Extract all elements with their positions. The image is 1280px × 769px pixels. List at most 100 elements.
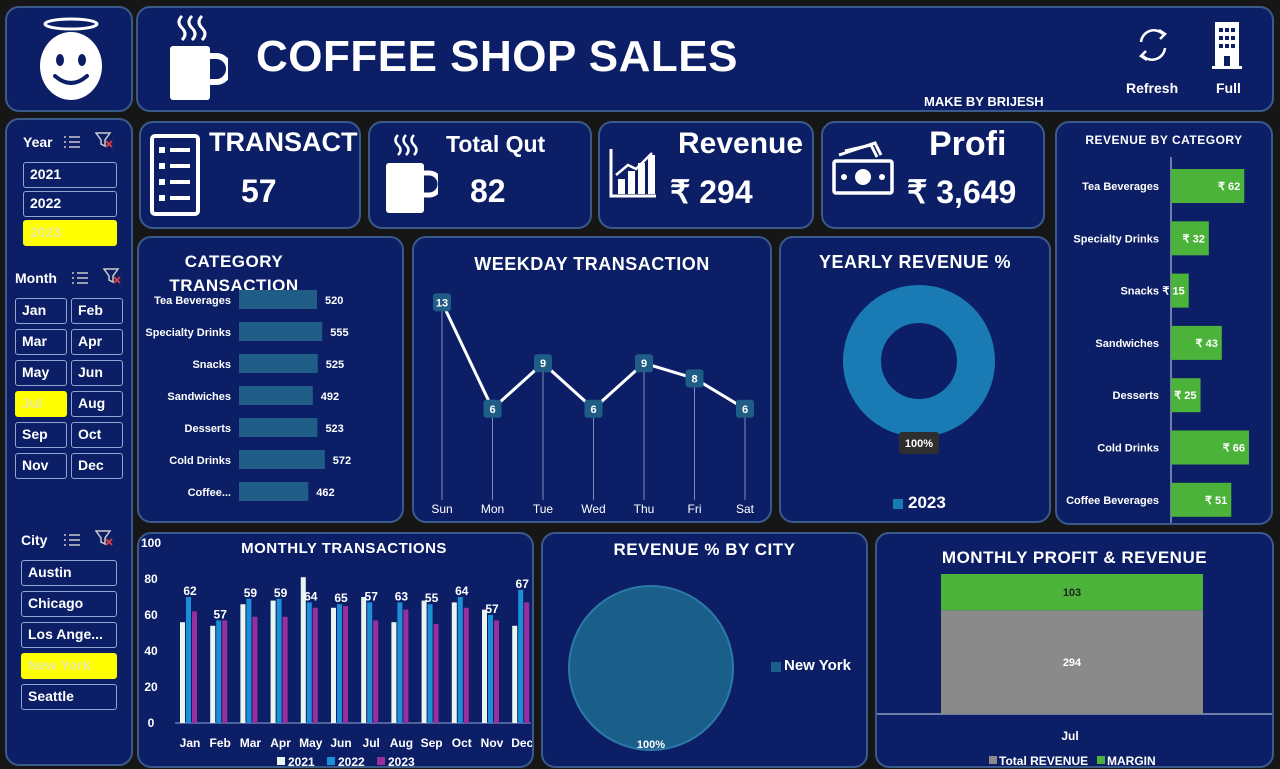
- full-button[interactable]: Full: [1198, 18, 1258, 104]
- month-bar-2023: [494, 620, 499, 723]
- month-option-sep[interactable]: Sep: [15, 422, 67, 448]
- money-icon: [832, 141, 894, 195]
- category-value-label: 572: [333, 455, 351, 467]
- x-axis-label: Oct: [452, 736, 472, 750]
- year-option-2023[interactable]: 2023: [23, 220, 117, 246]
- x-axis-label: Tue: [533, 502, 554, 516]
- yearly-revenue-title: YEARLY REVENUE %: [818, 252, 1012, 272]
- data-point-label: 9: [540, 358, 546, 370]
- month-option-oct[interactable]: Oct: [71, 422, 123, 448]
- y-axis-tick: 100: [141, 536, 161, 550]
- coffee-cup-icon: [386, 134, 438, 213]
- month-bar-2022: [216, 620, 222, 723]
- weekday-series-line: [440, 301, 746, 412]
- city-option-new-york[interactable]: New York: [21, 653, 117, 679]
- month-bar-2023: [524, 602, 530, 723]
- month-bar-2022: [457, 597, 463, 723]
- y-axis-tick: 60: [144, 608, 158, 622]
- filter-panel: Year 2021 2022 2023 Month Jan Feb Mar Ap…: [5, 118, 133, 766]
- month-value-label: 57: [214, 607, 228, 621]
- revenue-by-category-chart: Tea Beverages ₹ 62 Specialty Drinks ₹ 32 Sna…: [1066, 157, 1249, 523]
- weekday-transaction-title: WEEKDAY TRANSACTION: [474, 254, 710, 274]
- month-option-aug[interactable]: Aug: [71, 391, 123, 417]
- data-point: [736, 399, 754, 418]
- month-option-jun[interactable]: Jun: [71, 360, 123, 386]
- month-filter-title: Month: [15, 270, 57, 286]
- revenue-bar: [1171, 430, 1249, 465]
- margin-value-label: 103: [1063, 587, 1081, 599]
- category-bar: [239, 354, 318, 373]
- revenue-bar: [1171, 325, 1222, 360]
- kpi-quantity-value: 82: [470, 173, 506, 209]
- month-bar-2023: [252, 616, 258, 723]
- month-bar-2022: [488, 615, 493, 723]
- page-title: COFFEE SHOP SALES: [256, 32, 738, 81]
- data-point: [685, 369, 704, 388]
- pie-value-label: 100%: [637, 739, 665, 751]
- multi-select-icon[interactable]: [71, 270, 89, 286]
- legend-label: 2022: [338, 755, 365, 766]
- revenue-bar: [1171, 378, 1201, 413]
- month-option-jul[interactable]: Jul: [15, 391, 67, 417]
- year-filter-title: Year: [23, 134, 53, 150]
- city-filter-title: City: [21, 532, 48, 548]
- data-point-label: 6: [742, 404, 748, 416]
- receipt-icon: [150, 134, 200, 216]
- city-option-los-angeles[interactable]: Los Ange...: [21, 622, 117, 648]
- month-bar-2022: [397, 602, 403, 723]
- month-option-nov[interactable]: Nov: [15, 453, 67, 479]
- category-value-label: 525: [326, 359, 344, 371]
- kpi-quantity-label: Total Qut: [446, 131, 546, 157]
- revenue-by-category-panel: REVENUE BY CATEGORY Tea Beverages ₹ 62 Spe…: [1055, 121, 1273, 525]
- month-option-may[interactable]: May: [15, 360, 67, 386]
- month-bar-2022: [186, 597, 191, 723]
- category-value-label: 492: [321, 391, 339, 403]
- header-panel: COFFEE SHOP SALES MAKE BY BRIJESH Refres…: [136, 6, 1274, 112]
- refresh-button[interactable]: Refresh: [1116, 22, 1190, 104]
- revenue-value-label: 294: [1063, 657, 1082, 669]
- category-value-label: 520: [325, 295, 343, 307]
- month-option-apr[interactable]: Apr: [71, 329, 123, 355]
- city-option-seattle[interactable]: Seattle: [21, 684, 117, 710]
- revenue-value-label: ₹ 32: [1183, 233, 1205, 245]
- multi-select-icon[interactable]: [63, 134, 81, 150]
- y-axis-tick: 0: [148, 716, 155, 730]
- clear-filter-icon[interactable]: [103, 268, 121, 284]
- kpi-transactions-card: TRANSACTIO 57: [139, 121, 361, 229]
- donut-slice-2023: [843, 285, 995, 437]
- legend-swatch-2023: [893, 499, 903, 509]
- city-option-austin[interactable]: Austin: [21, 560, 117, 586]
- clear-filter-icon[interactable]: [95, 132, 113, 148]
- revenue-value-label: ₹ 51: [1205, 495, 1227, 507]
- revenue-by-city-pie: 100%: [568, 585, 734, 751]
- x-axis-label: May: [299, 736, 323, 750]
- month-bar-2022: [518, 589, 524, 723]
- legend-label: Total REVENUE: [999, 754, 1088, 766]
- multi-select-icon[interactable]: [63, 532, 81, 548]
- smiley-angel-icon: [40, 17, 102, 100]
- category-label: Desserts: [185, 423, 231, 435]
- month-option-dec[interactable]: Dec: [71, 453, 123, 479]
- year-option-2022[interactable]: 2022: [23, 191, 117, 217]
- x-axis-label: Apr: [270, 736, 291, 750]
- month-option-feb[interactable]: Feb: [71, 298, 123, 324]
- month-bar-2021: [300, 577, 306, 723]
- month-value-label: 57: [365, 589, 379, 603]
- x-axis-label: Jul: [363, 736, 380, 750]
- kpi-profit-value: ₹ 3,649: [907, 174, 1017, 210]
- x-axis-label: Nov: [481, 736, 504, 750]
- month-bar-2023: [222, 620, 228, 723]
- year-option-2021[interactable]: 2021: [23, 162, 117, 188]
- city-option-chicago[interactable]: Chicago: [21, 591, 117, 617]
- revenue-by-city-panel: REVENUE % BY CITY 100% New York: [541, 532, 868, 768]
- kpi-revenue-card: Revenue ₹ 294: [598, 121, 814, 229]
- weekday-transaction-chart: 13 Sun 6 Mon 9 Tue 6 Wed 9 Thu 8 Fri 6 Sat: [431, 293, 755, 516]
- month-option-mar[interactable]: Mar: [15, 329, 67, 355]
- month-option-jan[interactable]: Jan: [15, 298, 67, 324]
- clear-filter-icon[interactable]: [95, 530, 113, 546]
- category-label: Snacks: [192, 359, 231, 371]
- kpi-revenue-value: ₹ 294: [670, 174, 753, 210]
- yearly-revenue-donut: 100%: [843, 285, 995, 454]
- legend-label: 2021: [288, 755, 315, 766]
- refresh-label: Refresh: [1126, 80, 1179, 96]
